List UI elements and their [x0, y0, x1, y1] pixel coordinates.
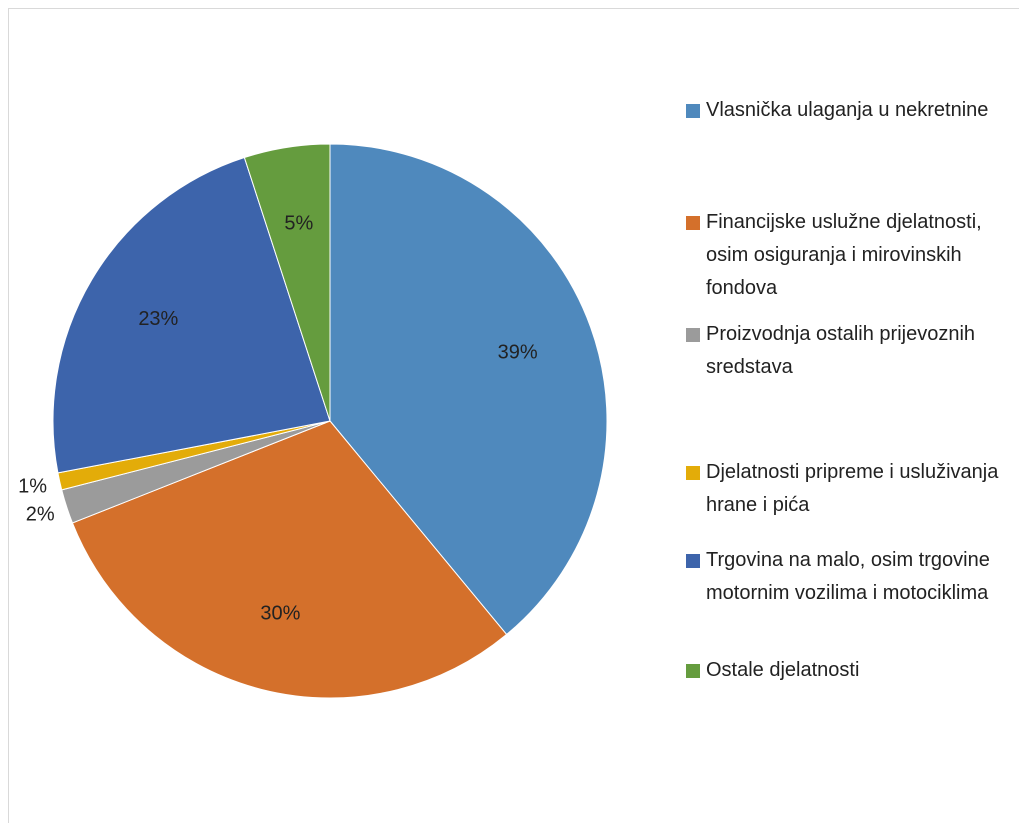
legend-label: Financijske uslužne djelatnosti, osim os…: [706, 211, 982, 299]
legend-entry: Proizvodnja ostalih prijevoznih sredstav…: [686, 318, 1006, 384]
legend-entry: Djelatnosti pripreme i usluživanja hrane…: [686, 456, 1006, 522]
legend-swatch: [686, 664, 700, 678]
legend-label: Vlasnička ulaganja u nekretnine: [706, 99, 989, 121]
data-label: 30%: [260, 602, 300, 624]
data-label: 1%: [18, 476, 47, 498]
legend-swatch: [686, 466, 700, 480]
legend-entry: Trgovina na malo, osim trgovine motornim…: [686, 544, 1006, 610]
pie-slice: [71, 420, 508, 699]
data-label: 5%: [284, 212, 313, 234]
pie-slice: [52, 156, 331, 474]
legend-label: Djelatnosti pripreme i usluživanja hrane…: [706, 461, 999, 516]
legend-entry: Financijske uslužne djelatnosti, osim os…: [686, 206, 1006, 305]
data-label: 23%: [138, 308, 178, 330]
legend-swatch: [686, 554, 700, 568]
legend-swatch: [686, 328, 700, 342]
legend-swatch: [686, 104, 700, 118]
legend-swatch: [686, 216, 700, 230]
chart-frame: [8, 8, 1019, 823]
pie-slice: [329, 143, 608, 636]
pie-slice: [243, 143, 331, 422]
legend-entry: Vlasnička ulaganja u nekretnine: [686, 94, 1006, 127]
legend-label: Ostale djelatnosti: [706, 659, 860, 681]
legend-entry: Ostale djelatnosti: [686, 654, 1006, 687]
data-label: 39%: [498, 342, 538, 364]
legend-label: Trgovina na malo, osim trgovine motornim…: [706, 549, 990, 604]
data-label: 2%: [26, 503, 55, 525]
legend-label: Proizvodnja ostalih prijevoznih sredstav…: [706, 323, 976, 378]
